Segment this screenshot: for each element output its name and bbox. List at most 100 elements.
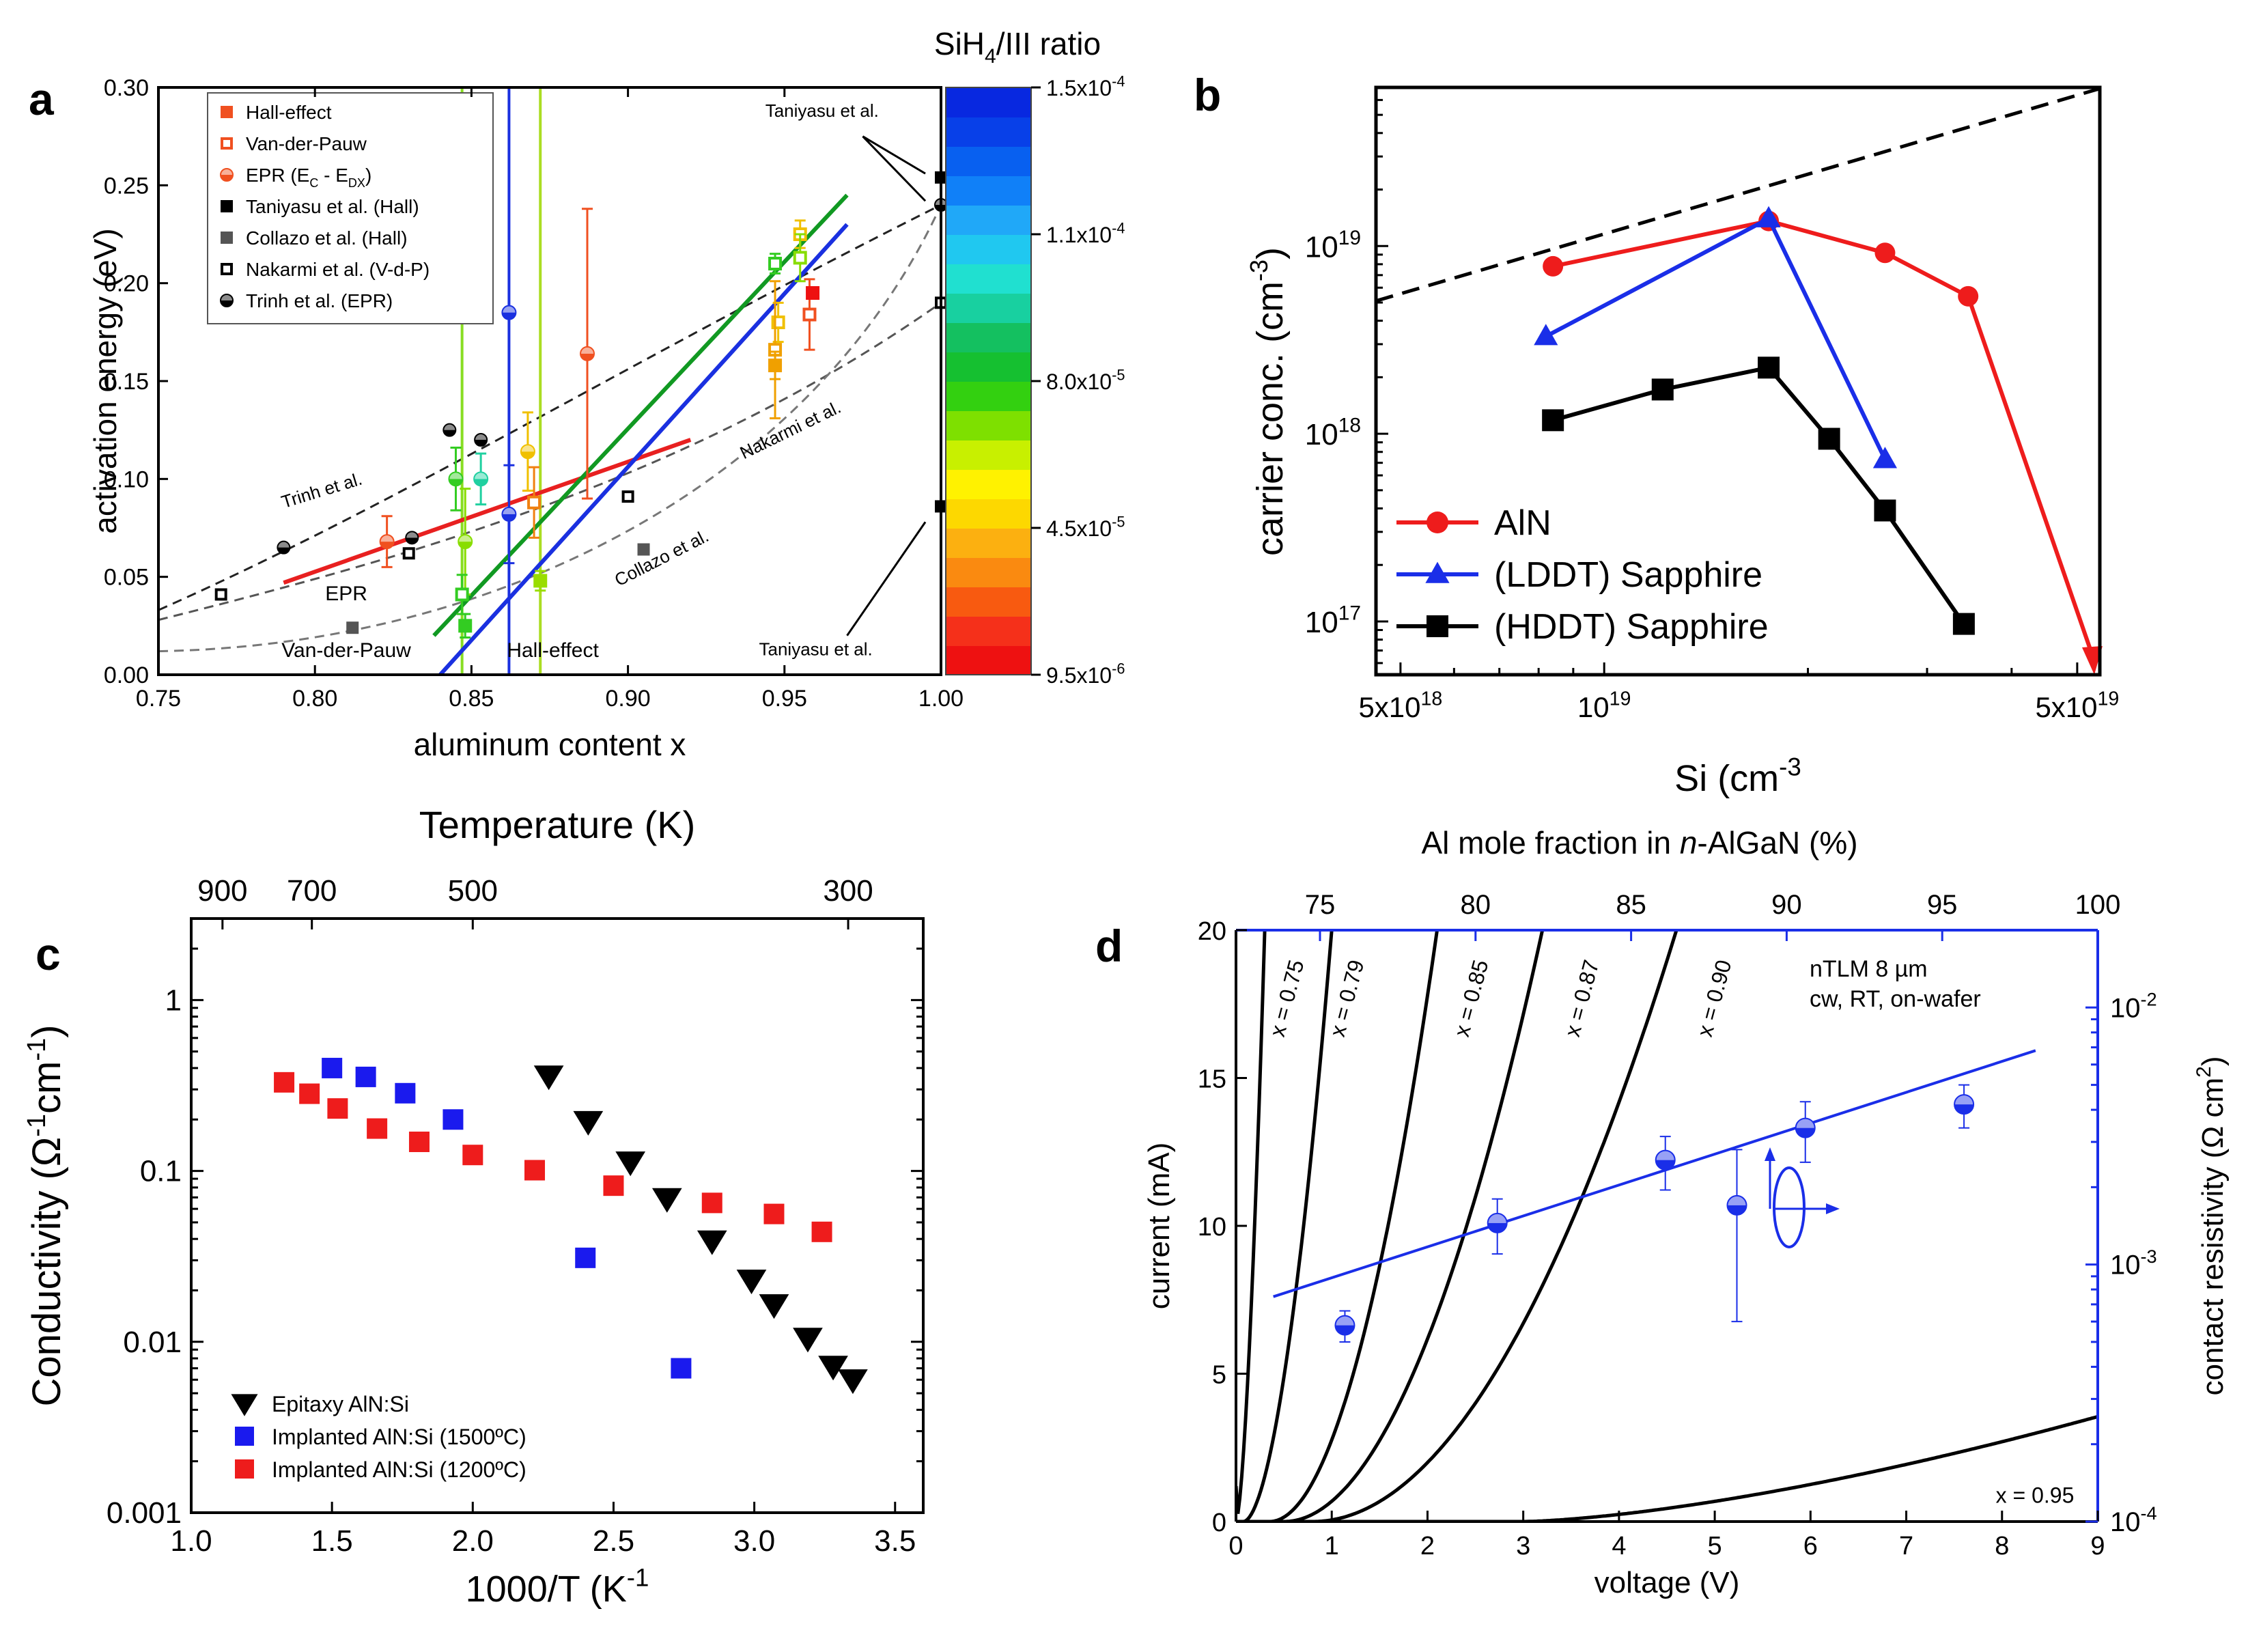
legend-marker-b-0 [1427, 512, 1448, 533]
dashed-collazo [158, 204, 942, 653]
x-tick-label-b-2-exponent: 19 [2098, 688, 2120, 710]
x-tick-label-c-1: 1.5 [311, 1524, 353, 1558]
res-point-3-fill [1727, 1205, 1747, 1215]
y2-tick-label-d-2-mantissa: 10 [2110, 993, 2141, 1023]
legend-marker-4 [221, 232, 233, 244]
legend-text-3: Taniyasu et al. (Hall) [246, 196, 419, 217]
legend-marker-2-fill [221, 175, 233, 181]
meas-point-7 [501, 506, 517, 522]
legend-label-3: Taniyasu et al. (Hall) [246, 196, 419, 217]
colorbar-cell-9 [946, 381, 1031, 411]
series-1-point-0 [1534, 324, 1558, 346]
series-c-1-point-4 [575, 1247, 596, 1268]
series-c-0-point-8 [818, 1356, 848, 1381]
colorbar-cell-16 [946, 176, 1031, 206]
iv-curve-5 [1236, 1414, 2098, 1522]
colorbar-label-3-mantissa: 4.5x10 [1046, 516, 1112, 541]
annotation-d-0: nTLM 8 µm [1810, 956, 1928, 982]
y-tick-label-b-1-mantissa: 10 [1305, 418, 1338, 451]
legend-marker-5 [221, 263, 233, 275]
ref-point-4 [277, 540, 291, 555]
colorbar-cell-11 [946, 322, 1031, 352]
series-2-point-3 [1818, 428, 1840, 450]
top-tick-label-d-2: 85 [1616, 890, 1646, 920]
legend-label-5: Nakarmi et al. (V-d-P) [246, 259, 430, 280]
colorbar-label-1: 1.1x10-4 [1046, 220, 1125, 247]
meas-point-1 [580, 346, 595, 361]
y-tick-label-c-3: 1 [165, 983, 182, 1017]
colorbar-cell-13 [946, 264, 1031, 294]
legend-marker-6 [220, 294, 234, 307]
x-tick-label-b-2: 5x1019 [2035, 688, 2119, 723]
res-point-4-fill [1795, 1128, 1815, 1138]
colorbar-cell-2 [946, 587, 1031, 617]
colorbar-cell-1 [946, 616, 1031, 646]
y2-tick-label-d-2: 10-2 [2110, 988, 2157, 1023]
arrow-head-aln [2081, 646, 2103, 675]
meas-point-5 [455, 587, 469, 602]
iv-label-2: x = 0.85 [1449, 957, 1493, 1039]
ref-point-0 [214, 588, 227, 601]
legend-marker-c-0 [231, 1394, 258, 1416]
series-c-1-point-3 [442, 1109, 464, 1130]
axis-indicator-ellipse [1773, 1166, 1806, 1248]
x-axis-label-b-mantissa: Si (cm [1674, 758, 1779, 799]
top-tick-label-c-2: 500 [448, 874, 498, 908]
meas-point-9-fill [520, 451, 535, 459]
top-axis-label-d: Al mole fraction in n-AlGaN (%) [1421, 825, 1857, 860]
ref-point-1 [402, 547, 415, 560]
colorbar-label-4-exponent: -6 [1112, 660, 1125, 677]
x-tick-label-c-0: 1.0 [170, 1524, 212, 1558]
cb-title-rest: /III ratio [996, 26, 1101, 61]
legend-text-5: Nakarmi et al. (V-d-P) [246, 259, 430, 280]
y-tick-label-b-2-mantissa: 10 [1305, 230, 1338, 264]
y2-tick-label-d-0: 10-4 [2110, 1502, 2157, 1537]
res-point-2-fill [1655, 1160, 1675, 1170]
ref-point-10 [637, 543, 650, 556]
iv-label-5: x = 0.95 [1996, 1483, 2075, 1507]
top-axis-label-c: Temperature (K) [419, 803, 696, 846]
ylabel-c-end: ) [25, 1025, 69, 1038]
colorbar-cell-17 [946, 146, 1031, 176]
dashed-nakarmi [158, 302, 942, 621]
legend-text-0: Hall-effect [246, 102, 332, 123]
series-0-point-3 [1958, 285, 1979, 307]
colorbar-cell-10 [946, 352, 1031, 382]
colorbar-label-3: 4.5x10-5 [1046, 514, 1125, 541]
ref-point-6-top [443, 423, 456, 430]
meas-point-4-fill [458, 542, 473, 549]
series-c-2-point-3 [367, 1118, 388, 1139]
res-point-1-top [1487, 1213, 1507, 1223]
meas-point-2-fill [449, 479, 463, 486]
y-tick-label-6: 0.30 [104, 75, 149, 101]
x-tick-label-b-2-mantissa: 5x10 [2035, 691, 2097, 723]
ylabel-b-exp: -3 [1245, 260, 1273, 281]
res-point-5-fill [1954, 1104, 1974, 1115]
label-vdp: Van-der-Pauw [281, 639, 411, 662]
y-axis-label-d: current (mA) [1142, 1143, 1176, 1309]
series-c-1-point-5 [671, 1358, 692, 1379]
x-tick-label-c-5: 3.5 [874, 1524, 916, 1558]
series-c-1-point-0 [322, 1057, 343, 1078]
panel-label-c: c [36, 929, 61, 979]
panel-label-b: b [1194, 70, 1221, 120]
legend-a: Hall-effect Van-der-Pauw EPR (EC - EDX) Tan… [207, 92, 494, 324]
y2-tick-label-d-1: 10-3 [2110, 1246, 2157, 1280]
x-tick-label-c-2: 2.0 [452, 1524, 494, 1558]
iv-label-1: x = 0.79 [1325, 957, 1368, 1039]
legend-marker-c-2 [235, 1459, 254, 1479]
meas-point-9 [520, 444, 535, 460]
cb-title-sub: 4 [985, 45, 996, 68]
y-tick-label-b-2-exponent: 19 [1338, 227, 1361, 249]
res-point-5-top [1954, 1095, 1974, 1105]
colorbar-cell-8 [946, 410, 1031, 440]
panel-label-a: a [29, 74, 55, 124]
label-hall: Hall-effect [507, 639, 599, 662]
ref-point-4-top [277, 541, 290, 548]
series-c-0-point-6 [759, 1294, 789, 1319]
x-tick-label-b-0-mantissa: 5x10 [1358, 691, 1420, 723]
res-point-0 [1334, 1315, 1355, 1336]
x-tick-label-b-1: 1019 [1577, 688, 1631, 723]
series-c-2-point-2 [327, 1098, 348, 1119]
colorbar-cell-18 [946, 117, 1031, 147]
